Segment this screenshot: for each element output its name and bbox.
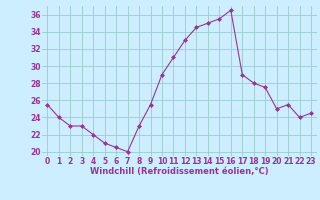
X-axis label: Windchill (Refroidissement éolien,°C): Windchill (Refroidissement éolien,°C) <box>90 167 268 176</box>
